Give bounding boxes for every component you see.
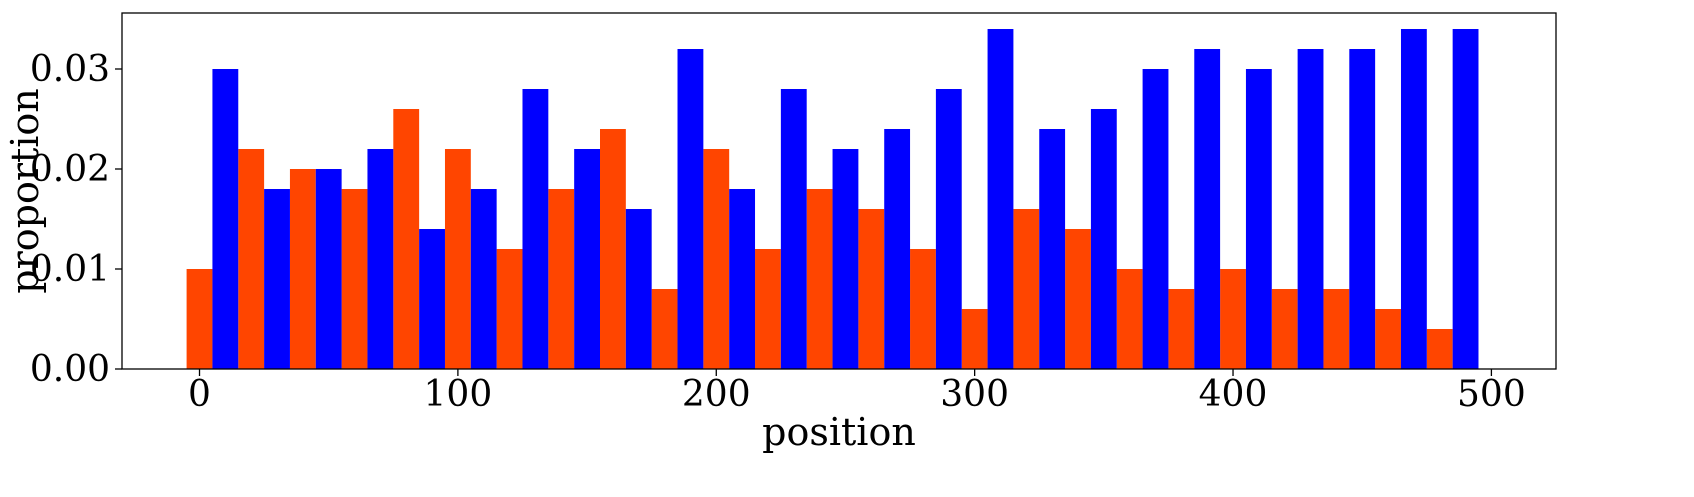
bar-series1-1 — [238, 149, 265, 369]
bar-series2-19 — [1194, 49, 1221, 369]
bar-series1-14 — [910, 249, 936, 369]
y-axis-label: proportion — [3, 88, 47, 294]
bar-series1-10 — [703, 149, 730, 369]
bar-series1-9 — [651, 289, 678, 369]
bar-series2-10 — [729, 189, 756, 369]
bar-series1-6 — [496, 249, 523, 369]
bar-series1-18 — [1116, 269, 1143, 369]
bar-series1-17 — [1065, 229, 1091, 369]
x-tick-label: 100 — [424, 374, 493, 415]
bar-series1-5 — [444, 149, 471, 369]
bar-series2-17 — [1090, 109, 1117, 369]
bar-series2-3 — [367, 149, 394, 369]
x-tick-label: 400 — [1199, 374, 1268, 415]
bar-series2-2 — [315, 169, 342, 369]
bar-series1-12 — [806, 189, 833, 369]
bar-series2-15 — [987, 29, 1014, 369]
bar-series2-9 — [677, 49, 704, 369]
bar-series2-14 — [935, 89, 962, 369]
bar-series1-16 — [1013, 209, 1040, 369]
ticks-layer: 0 100 200 300 400 500 0.00 0.01 0.02 0.03 — [30, 49, 1526, 415]
bar-series1-11 — [755, 249, 781, 369]
x-tick-label: 300 — [940, 374, 1009, 415]
bar-series1-4 — [393, 109, 420, 369]
bar-series1-15 — [961, 309, 988, 369]
x-tick-label: 500 — [1457, 374, 1526, 415]
bar-series1-21 — [1271, 289, 1298, 369]
bar-series2-23 — [1400, 29, 1427, 369]
bar-series2-7 — [574, 149, 600, 369]
bar-series1-8 — [600, 129, 626, 369]
bar-series2-0 — [212, 69, 239, 369]
bar-series1-0 — [186, 269, 213, 369]
y-tick-label: 0.02 — [30, 149, 110, 190]
bar-series2-20 — [1245, 69, 1272, 369]
bar-series1-13 — [858, 209, 885, 369]
bar-series2-12 — [832, 149, 859, 369]
bar-series1-22 — [1323, 289, 1350, 369]
y-tick-label: 0.01 — [30, 249, 110, 290]
bar-series2-18 — [1142, 69, 1169, 369]
y-tick-label: 0.03 — [30, 49, 110, 90]
x-axis-label: position — [762, 410, 916, 454]
bar-series1-19 — [1168, 289, 1195, 369]
y-tick-label: 0.00 — [30, 349, 110, 390]
bar-series2-22 — [1349, 49, 1376, 369]
bar-series2-21 — [1297, 49, 1324, 369]
x-tick-label: 0 — [188, 374, 211, 415]
bar-series1-3 — [341, 189, 368, 369]
bar-series2-1 — [264, 189, 290, 369]
bar-series1-23 — [1375, 309, 1401, 369]
bar-series2-8 — [625, 209, 652, 369]
bar-series1-7 — [548, 189, 575, 369]
bar-series2-24 — [1452, 29, 1479, 369]
x-tick-label: 200 — [682, 374, 751, 415]
bars-layer — [186, 29, 1479, 369]
bar-series2-11 — [780, 89, 807, 369]
bar-series2-13 — [884, 129, 911, 369]
bar-series2-16 — [1039, 129, 1066, 369]
bar-series1-2 — [289, 169, 316, 369]
bar-series2-6 — [522, 89, 549, 369]
bar-series2-5 — [470, 189, 497, 369]
bar-series1-24 — [1426, 329, 1453, 369]
plot-frame — [121, 12, 1557, 370]
bar-series2-4 — [419, 229, 445, 369]
bar-series1-20 — [1220, 269, 1246, 369]
